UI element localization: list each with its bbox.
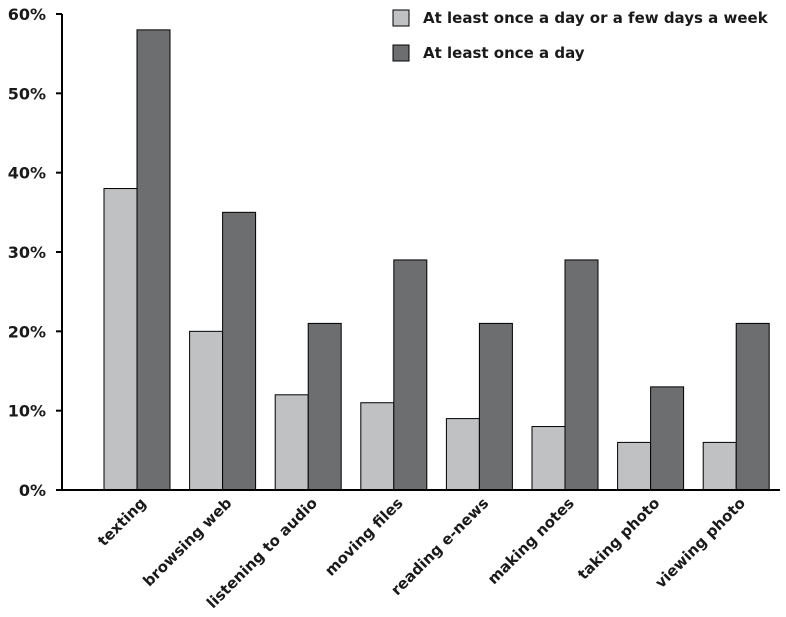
y-tick-label: 60% bbox=[8, 5, 46, 24]
bar-making-notes-series-1 bbox=[531, 426, 566, 491]
bar-reading-e-news-series-2 bbox=[478, 322, 513, 491]
bar-taking-photo-series-1 bbox=[617, 441, 652, 491]
x-tick-label: viewing photo bbox=[651, 494, 749, 592]
bar-making-notes-series-2 bbox=[564, 259, 599, 491]
y-tick-label: 50% bbox=[8, 84, 46, 103]
bar-moving-files-series-1 bbox=[360, 402, 395, 491]
bar-moving-files-series-2 bbox=[393, 259, 428, 491]
bars bbox=[103, 29, 770, 491]
bar-listening-to-audio-series-2 bbox=[307, 322, 342, 491]
bar-browsing-web-series-1 bbox=[189, 330, 224, 491]
legend-label-series-1: At least once a day or a few days a week bbox=[423, 9, 769, 27]
legend: At least once a day or a few days a week… bbox=[392, 9, 769, 62]
y-tick-label: 20% bbox=[8, 322, 46, 341]
x-tick-label: taking photo bbox=[574, 494, 663, 583]
bar-browsing-web-series-2 bbox=[222, 211, 257, 491]
bar-viewing-photo-series-2 bbox=[735, 322, 770, 491]
y-tick-label: 30% bbox=[8, 243, 46, 262]
bar-listening-to-audio-series-1 bbox=[274, 394, 309, 491]
bar-texting-series-1 bbox=[103, 188, 138, 491]
x-tick-label: texting bbox=[94, 494, 150, 550]
y-tick-label: 0% bbox=[19, 481, 46, 500]
legend-label-series-2: At least once a day bbox=[423, 44, 585, 62]
x-tick-label: moving files bbox=[321, 494, 407, 580]
legend-swatch-series-1 bbox=[392, 9, 410, 27]
bar-reading-e-news-series-1 bbox=[445, 418, 480, 491]
y-tick-label: 10% bbox=[8, 402, 46, 421]
legend-swatch-series-2 bbox=[392, 44, 410, 62]
bar-texting-series-2 bbox=[136, 29, 171, 491]
y-axis-ticks: 0% 10% 20% 30% 40% 50% 60% bbox=[8, 5, 62, 500]
bar-viewing-photo-series-1 bbox=[702, 441, 737, 491]
x-tick-label: browsing web bbox=[139, 494, 235, 590]
x-tick-label: making notes bbox=[484, 494, 578, 588]
y-tick-label: 40% bbox=[8, 164, 46, 183]
bar-taking-photo-series-2 bbox=[650, 386, 685, 491]
